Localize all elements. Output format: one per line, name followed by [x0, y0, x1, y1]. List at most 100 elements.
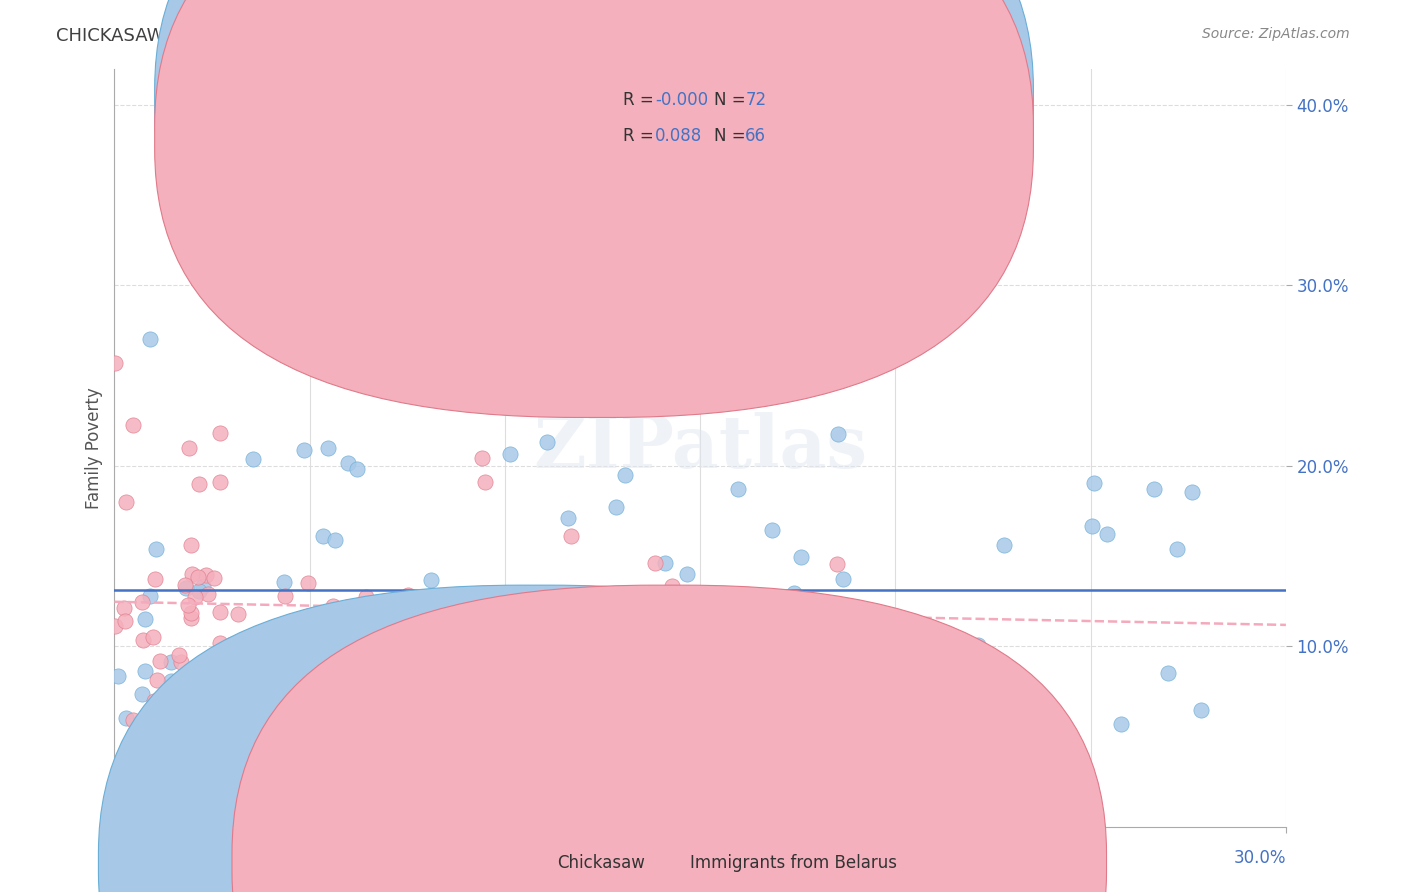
- Point: [870, 607, 893, 621]
- Point: [114, 711, 136, 725]
- Point: [827, 681, 849, 695]
- Point: [160, 655, 183, 669]
- Point: [322, 599, 344, 613]
- Point: [208, 653, 231, 667]
- Point: [711, 630, 734, 644]
- Point: [184, 590, 207, 604]
- Point: [143, 693, 166, 707]
- Point: [122, 713, 145, 727]
- Point: [207, 673, 229, 688]
- Point: [870, 657, 893, 671]
- Point: [180, 538, 202, 552]
- Point: [191, 679, 214, 693]
- Point: [188, 477, 211, 491]
- Point: [131, 595, 153, 609]
- Point: [122, 417, 145, 432]
- Point: [605, 500, 627, 514]
- Text: Source: ZipAtlas.com: Source: ZipAtlas.com: [1202, 27, 1350, 41]
- Point: [222, 642, 245, 657]
- Point: [711, 658, 734, 673]
- Text: R =: R =: [623, 128, 659, 145]
- Point: [831, 572, 853, 586]
- Point: [197, 587, 219, 601]
- Point: [167, 648, 190, 662]
- Point: [132, 632, 155, 647]
- Point: [160, 673, 183, 688]
- Point: [115, 495, 138, 509]
- Point: [187, 584, 209, 599]
- Point: [208, 475, 231, 489]
- Point: [827, 557, 849, 571]
- Point: [354, 591, 377, 605]
- Point: [966, 638, 988, 652]
- Point: [174, 581, 197, 595]
- Point: [654, 556, 676, 570]
- Text: CHICKASAW VS IMMIGRANTS FROM BELARUS FAMILY POVERTY CORRELATION CHART: CHICKASAW VS IMMIGRANTS FROM BELARUS FAM…: [56, 27, 817, 45]
- Point: [163, 736, 186, 750]
- Text: -0.000: -0.000: [655, 91, 709, 109]
- Point: [1097, 527, 1119, 541]
- Point: [316, 441, 339, 455]
- Point: [474, 475, 496, 489]
- Point: [346, 462, 368, 476]
- Point: [357, 628, 380, 642]
- Point: [297, 575, 319, 590]
- Point: [139, 589, 162, 603]
- Point: [179, 736, 201, 750]
- Point: [1189, 703, 1212, 717]
- Point: [644, 556, 666, 570]
- Point: [112, 601, 135, 615]
- Point: [965, 670, 987, 684]
- Point: [853, 608, 876, 623]
- Point: [478, 392, 501, 406]
- Point: [536, 434, 558, 449]
- Point: [208, 425, 231, 440]
- Point: [141, 630, 163, 644]
- Point: [274, 589, 297, 603]
- Point: [177, 441, 200, 455]
- Point: [1166, 541, 1188, 556]
- Point: [323, 533, 346, 548]
- Point: [312, 529, 335, 543]
- Text: 0.0%: 0.0%: [114, 849, 156, 867]
- Point: [129, 735, 152, 749]
- Point: [530, 708, 553, 723]
- Point: [134, 612, 156, 626]
- Point: [205, 197, 228, 211]
- Point: [378, 657, 401, 671]
- Point: [269, 672, 291, 686]
- Point: [145, 542, 167, 557]
- Text: Immigrants from Belarus: Immigrants from Belarus: [690, 854, 897, 871]
- Point: [114, 614, 136, 628]
- Point: [146, 673, 169, 688]
- Text: N =: N =: [714, 128, 751, 145]
- Point: [761, 523, 783, 537]
- Point: [225, 705, 247, 719]
- Point: [1181, 485, 1204, 500]
- Point: [783, 586, 806, 600]
- Point: [177, 598, 200, 612]
- Point: [139, 332, 162, 346]
- Point: [180, 607, 202, 621]
- Point: [1083, 476, 1105, 491]
- Point: [560, 529, 582, 543]
- Point: [242, 452, 264, 467]
- Point: [217, 703, 239, 717]
- Y-axis label: Family Poverty: Family Poverty: [86, 387, 103, 508]
- Point: [420, 574, 443, 588]
- Point: [187, 570, 209, 584]
- Text: N =: N =: [714, 91, 751, 109]
- Point: [557, 511, 579, 525]
- Point: [418, 742, 440, 756]
- Point: [789, 712, 811, 726]
- Point: [1081, 519, 1104, 533]
- Point: [790, 549, 813, 564]
- Point: [221, 637, 243, 651]
- Point: [377, 643, 399, 657]
- Point: [194, 568, 217, 582]
- Point: [174, 578, 197, 592]
- Point: [134, 721, 156, 735]
- Point: [418, 632, 440, 647]
- Text: 30.0%: 30.0%: [1233, 849, 1286, 867]
- Point: [1109, 717, 1132, 731]
